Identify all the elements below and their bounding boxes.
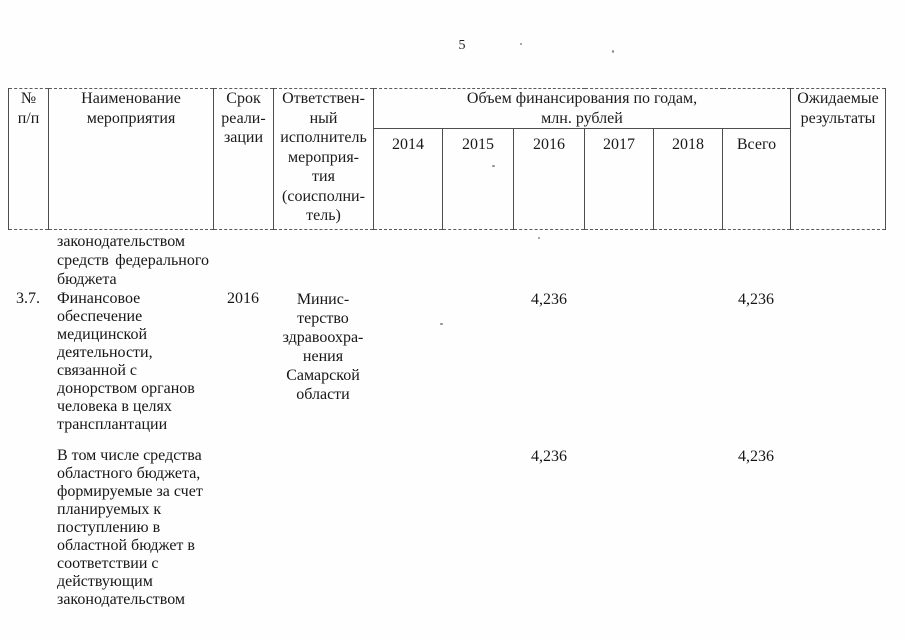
activity-name-line: донорством органов <box>57 380 195 397</box>
executor-line: области <box>296 386 350 403</box>
header-text: исполнитель <box>280 129 367 146</box>
activity-name: В том числе средства областного бюджета,… <box>57 447 209 609</box>
header-text: Наименование <box>81 90 181 107</box>
header-text: Объем финансирования по годам, <box>466 90 698 107</box>
funding-value-total: 4,236 <box>738 448 774 465</box>
executor-line: нения <box>302 348 344 365</box>
scan-speck <box>538 237 540 239</box>
header-text: тель) <box>306 207 341 224</box>
header-cell-expected-results: Ожидаемые результаты <box>790 88 886 230</box>
activity-name: Финансовое обеспечение медицинской деяте… <box>57 290 209 434</box>
header-text: реали- <box>221 109 266 127</box>
header-text: ный <box>309 109 338 127</box>
activity-name-line: Финансовое <box>57 290 141 307</box>
scan-speck <box>520 43 522 45</box>
header-text: тия <box>312 168 335 185</box>
funding-value-total: 4,236 <box>738 291 774 308</box>
scan-speck <box>440 323 443 325</box>
header-text: Ожидаемые <box>797 90 879 107</box>
header-cell-year-total: Всего <box>722 128 791 230</box>
activity-name-line: обеспечение <box>57 308 143 325</box>
header-cell-year-2014: 2014 <box>373 128 443 230</box>
activity-name-line: законодательством <box>57 233 186 250</box>
activity-name-line: формируемые за счет <box>57 483 203 500</box>
term-value: 2016 <box>227 290 259 307</box>
activity-name-line: областного бюджета, <box>57 465 201 482</box>
funding-value-2016: 4,236 <box>531 448 567 465</box>
scan-speck <box>612 50 614 53</box>
header-cell-row-number: № п/п <box>8 88 49 230</box>
row-number: 3.7. <box>16 290 40 307</box>
activity-name-line: медицинской <box>57 326 148 343</box>
header-text: Ответствен- <box>282 90 365 107</box>
header-text: млн. рублей <box>541 109 623 127</box>
header-text: Срок <box>226 90 261 107</box>
header-text: мероприя- <box>287 148 360 166</box>
activity-name-line: человека в целях <box>57 398 172 415</box>
header-cell-year-2015: 2015 <box>442 128 514 230</box>
activity-name-line: областной бюджет в <box>57 537 195 554</box>
activity-name-line: поступлению в <box>57 519 161 536</box>
executor-line: здравоохра- <box>282 329 364 346</box>
executor-line: Минис- <box>296 291 350 308</box>
activity-name: законодательством средств федерального б… <box>57 232 209 289</box>
activity-name-line: средств федерального <box>57 252 209 269</box>
header-text: п/п <box>17 109 40 127</box>
header-cell-year-2018: 2018 <box>653 128 723 230</box>
page-number: 5 <box>458 38 466 53</box>
header-text: № <box>20 90 37 107</box>
activity-name-line: В том числе средства <box>57 447 202 464</box>
activity-name-line: бюджета <box>57 271 117 288</box>
activity-name-line: соответствии с <box>57 555 159 572</box>
executor-line: терство <box>297 310 349 327</box>
activity-name-line: трансплантации <box>57 416 168 433</box>
header-text: мероприятия <box>86 109 176 127</box>
header-text: (соисполни- <box>282 187 365 205</box>
header-text: результаты <box>800 109 876 127</box>
header-cell-executor: Ответствен- ный исполнитель мероприя- ти… <box>273 88 374 230</box>
activity-name-line: деятельности, <box>57 344 153 361</box>
activity-name-line: связанной с <box>57 362 138 379</box>
activity-name-line: действующим <box>57 573 153 590</box>
activity-name-line: законодательством <box>57 591 186 608</box>
header-text: зации <box>223 129 264 146</box>
funding-value-2016: 4,236 <box>531 291 567 308</box>
header-cell-funding-group: Объем финансирования по годам, млн. рубл… <box>373 88 791 129</box>
executor-line: Самарской <box>286 367 360 384</box>
activity-name-line: планируемых к <box>57 501 162 518</box>
header-cell-activity-name: Наименование мероприятия <box>48 88 214 230</box>
header-cell-term: Срок реали- зации <box>213 88 274 230</box>
header-cell-year-2016: 2016 <box>513 128 585 230</box>
executor: Минис- терство здравоохра- нения Самарск… <box>273 290 373 404</box>
header-cell-year-2017: 2017 <box>584 128 654 230</box>
funding-table-header: № п/п Наименование мероприятия Срок реал… <box>8 88 886 230</box>
scan-speck <box>492 165 495 167</box>
